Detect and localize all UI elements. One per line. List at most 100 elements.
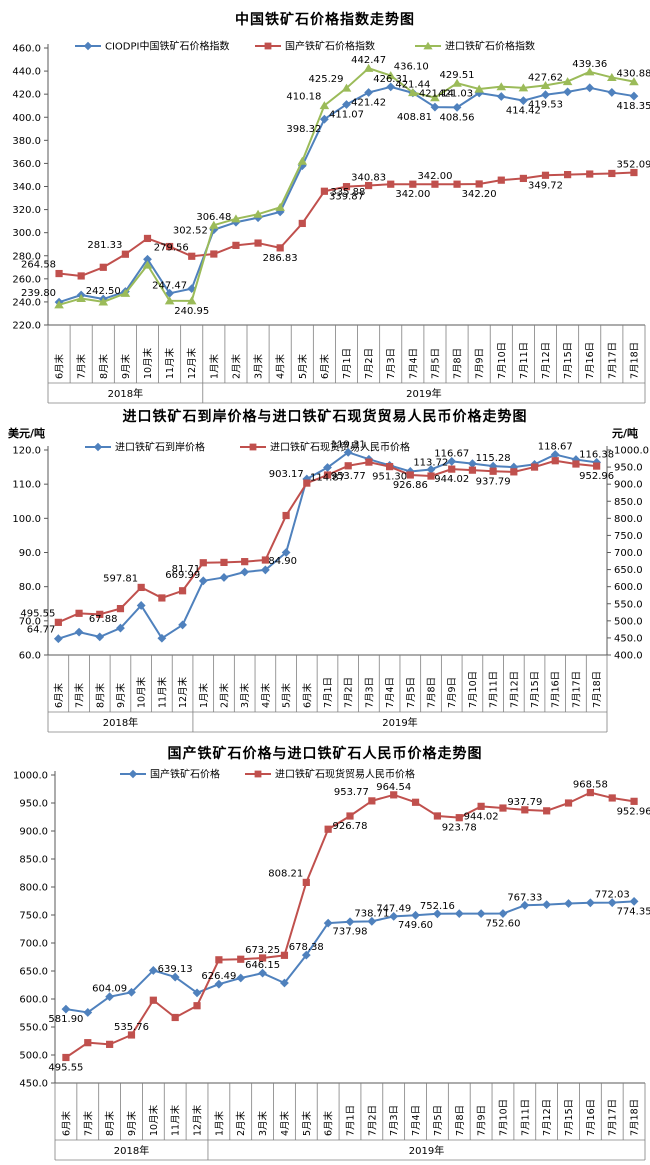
data-label: 926.78 xyxy=(333,821,368,832)
data-label: 738.71 xyxy=(354,908,389,919)
x-category-label: 2月末 xyxy=(218,682,230,708)
data-label: 495.55 xyxy=(20,608,55,619)
data-label: 114.87 xyxy=(310,473,345,484)
data-label: 426.31 xyxy=(373,74,408,85)
data-label: 247.47 xyxy=(152,280,187,291)
data-label: 597.81 xyxy=(103,573,138,584)
data-label: 419.53 xyxy=(528,100,563,111)
data-label: 64.77 xyxy=(27,625,56,636)
y-axis: 60.0 70.0 80.0 90.0 100.0 110.0 120.0 400.0 450.… xyxy=(12,446,649,662)
data-label: 430.88 xyxy=(616,69,650,80)
chart-title-domestic-vs-rmb: 国产铁矿石价格与进口铁矿石人民币价格走势图 xyxy=(167,746,483,762)
legend-label: 进口铁矿石价格指数 xyxy=(445,40,535,53)
x-category-label: 3月末 xyxy=(239,682,251,708)
svg-text:80.0: 80.0 xyxy=(19,582,41,593)
x-category-label: 7月15日 xyxy=(530,671,541,708)
year-group-label: 2018年 xyxy=(108,387,143,400)
x-category-label: 7月18日 xyxy=(592,671,603,708)
svg-text:500.0: 500.0 xyxy=(614,616,643,627)
legend-label: 进口铁矿石现货贸易人民币价格 xyxy=(270,441,410,454)
data-label: 749.60 xyxy=(398,920,433,931)
data-label: 349.72 xyxy=(528,180,563,191)
x-category-label: 5月末 xyxy=(301,1110,313,1136)
x-category-label: 6月末 xyxy=(54,353,66,379)
x-category-label: 7月17日 xyxy=(571,671,582,708)
x-category-label: 7月1日 xyxy=(342,348,353,379)
series-进口铁矿石到岸价格 xyxy=(53,447,602,644)
svg-text:60.0: 60.0 xyxy=(19,651,41,662)
x-category-label: 10月末 xyxy=(142,347,154,379)
svg-text:1000.0: 1000.0 xyxy=(614,446,649,457)
data-label: 339.87 xyxy=(329,192,364,203)
x-axis: 6月末 7月末 8月末 9月末 10月末 11月末 12月末 1月末 2月末 3月末 4月末 5月末 6… xyxy=(54,1082,646,1161)
x-category-label: 7月17日 xyxy=(608,1099,619,1136)
svg-text:900.0: 900.0 xyxy=(19,827,48,838)
data-label: 968.58 xyxy=(573,780,608,791)
x-category-label: 9月末 xyxy=(126,1110,138,1136)
year-group-label: 2019年 xyxy=(406,387,441,400)
data-label: 442.47 xyxy=(351,55,386,66)
x-category-label: 7月10日 xyxy=(497,342,508,379)
data-label: 279.56 xyxy=(154,242,189,253)
data-label: 669.99 xyxy=(165,570,200,581)
x-category-label: 7月12日 xyxy=(509,671,520,708)
year-group-label: 2018年 xyxy=(114,1144,149,1157)
data-label: 286.83 xyxy=(263,253,298,264)
svg-text:650.0: 650.0 xyxy=(19,967,48,978)
x-category-label: 7月17日 xyxy=(607,342,618,379)
x-category-label: 7月9日 xyxy=(477,1105,488,1136)
svg-text:400.0: 400.0 xyxy=(12,113,41,124)
x-category-label: 7月末 xyxy=(76,353,88,379)
x-category-label: 1月末 xyxy=(213,1110,225,1136)
data-label: 408.81 xyxy=(397,112,432,123)
chart-2: 450.0 500.0 550.0 600.0 650.0 700.0 750.0 800.0… xyxy=(13,768,650,1161)
svg-text:460.0: 460.0 xyxy=(12,44,41,55)
x-category-label: 7月18日 xyxy=(629,342,640,379)
x-axis: 6月末 7月末 8月末 9月末 10月末 11月末 12月末 1月末 2月末 3月末 4月末 5月末 6… xyxy=(47,324,646,404)
x-category-label: 7月3日 xyxy=(364,677,375,708)
svg-text:280.0: 280.0 xyxy=(12,251,41,262)
data-label: 903.17 xyxy=(269,469,304,480)
svg-text:320.0: 320.0 xyxy=(12,205,41,216)
data-label: 115.28 xyxy=(476,453,511,464)
x-category-label: 7月9日 xyxy=(475,348,486,379)
legend: 进口铁矿石到岸价格 进口铁矿石现货贸易人民币价格 xyxy=(85,441,410,454)
x-category-label: 9月末 xyxy=(120,353,132,379)
x-category-label: 12月末 xyxy=(177,676,189,708)
data-label: 952.96 xyxy=(579,471,614,482)
x-category-label: 7月11日 xyxy=(489,671,500,708)
x-category-label: 7月11日 xyxy=(519,342,530,379)
svg-text:800.0: 800.0 xyxy=(19,883,48,894)
svg-text:750.0: 750.0 xyxy=(614,531,643,542)
x-category-label: 8月末 xyxy=(98,353,110,379)
x-category-label: 7月16日 xyxy=(551,671,562,708)
y-axis: 450.0 500.0 550.0 600.0 650.0 700.0 750.0 800.0… xyxy=(13,771,56,1090)
data-label: 81.71 xyxy=(172,564,201,575)
data-label: 964.54 xyxy=(376,782,411,793)
data-label: 67.88 xyxy=(89,614,118,625)
data-label: 678.38 xyxy=(289,942,324,953)
data-labels: 495.55 535.76 673.25 808.21 926.78 953.77 964.… xyxy=(48,780,650,1074)
data-label: 342.00 xyxy=(417,171,452,182)
x-category-label: 6月末 xyxy=(301,682,313,708)
x-category-label: 7月11日 xyxy=(520,1099,531,1136)
svg-text:550.0: 550.0 xyxy=(19,1023,48,1034)
data-labels: 64.7767.8881.7184.90114.87119.31113.7211… xyxy=(27,439,614,635)
svg-text:400.0: 400.0 xyxy=(614,651,643,662)
x-category-label: 7月12日 xyxy=(541,342,552,379)
x-category-label: 7月8日 xyxy=(455,1105,466,1136)
y-axis: 220.0 240.0 260.0 280.0 300.0 320.0 340.0 360.0… xyxy=(12,44,49,332)
x-category-label: 1月末 xyxy=(198,682,210,708)
svg-text:850.0: 850.0 xyxy=(19,855,48,866)
x-category-label: 7月9日 xyxy=(447,677,458,708)
data-label: 342.20 xyxy=(462,189,497,200)
data-label: 951.30 xyxy=(372,472,407,483)
x-category-label: 6月末 xyxy=(323,1110,335,1136)
svg-text:1000.0: 1000.0 xyxy=(13,771,48,782)
series-进口铁矿石现货贸易人民币价格 xyxy=(54,457,601,626)
year-group-label: 2018年 xyxy=(103,716,138,729)
x-category-label: 7月2日 xyxy=(364,348,375,379)
svg-text:750.0: 750.0 xyxy=(19,911,48,922)
x-category-label: 4月末 xyxy=(275,353,287,379)
